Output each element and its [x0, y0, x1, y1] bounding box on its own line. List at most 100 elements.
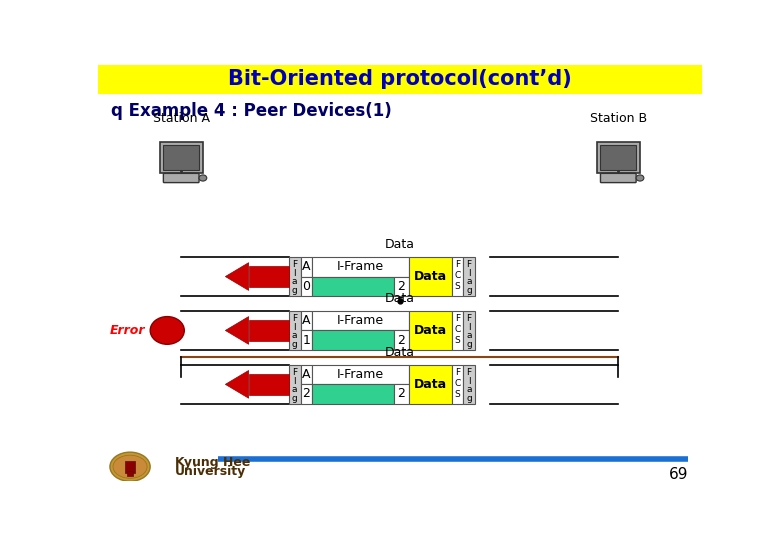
- Text: 69: 69: [668, 467, 688, 482]
- Text: g: g: [466, 340, 472, 349]
- Text: l: l: [468, 269, 470, 278]
- Text: a: a: [292, 278, 297, 286]
- Text: 0: 0: [303, 280, 310, 293]
- Bar: [249, 266, 289, 287]
- Bar: [312, 365, 409, 384]
- Text: University: University: [175, 465, 246, 478]
- Text: l: l: [293, 377, 296, 386]
- Bar: [597, 142, 640, 173]
- Bar: [127, 471, 133, 476]
- Text: l: l: [293, 323, 296, 332]
- Text: F: F: [292, 260, 297, 269]
- Text: Data: Data: [414, 324, 447, 337]
- Text: g: g: [292, 286, 298, 295]
- Bar: [312, 311, 409, 330]
- Text: C: C: [455, 325, 461, 334]
- Text: I-Frame: I-Frame: [337, 368, 385, 381]
- Text: Data: Data: [385, 238, 415, 251]
- Bar: [409, 311, 452, 350]
- Bar: [249, 374, 289, 395]
- Bar: [289, 311, 300, 350]
- Text: Bit-Oriented protocol(cont’d): Bit-Oriented protocol(cont’d): [228, 70, 572, 90]
- Text: Data: Data: [414, 270, 447, 283]
- Bar: [289, 365, 300, 403]
- Bar: [98, 65, 702, 94]
- Text: 1: 1: [303, 334, 310, 347]
- Text: F: F: [455, 314, 460, 323]
- Bar: [125, 461, 136, 473]
- Text: l: l: [293, 269, 296, 278]
- Text: A: A: [302, 260, 310, 273]
- Text: 2: 2: [397, 334, 406, 347]
- Text: Data: Data: [385, 346, 415, 359]
- Bar: [452, 311, 463, 350]
- Text: a: a: [466, 385, 472, 394]
- Bar: [159, 142, 203, 173]
- Text: F: F: [455, 260, 460, 269]
- Text: S: S: [455, 336, 460, 345]
- Text: S: S: [455, 282, 460, 291]
- Bar: [312, 276, 394, 296]
- Text: g: g: [466, 286, 472, 295]
- Bar: [300, 365, 312, 384]
- Bar: [312, 330, 394, 350]
- Text: F: F: [455, 368, 460, 377]
- Bar: [289, 257, 300, 296]
- Bar: [463, 257, 475, 296]
- Text: F: F: [292, 314, 297, 323]
- Ellipse shape: [151, 316, 184, 345]
- Text: a: a: [466, 331, 472, 340]
- Text: a: a: [466, 278, 472, 286]
- Text: Data: Data: [385, 292, 415, 305]
- Bar: [300, 276, 312, 296]
- Text: F: F: [466, 260, 472, 269]
- FancyBboxPatch shape: [601, 173, 636, 183]
- Text: Error: Error: [110, 324, 146, 337]
- Bar: [394, 384, 409, 403]
- Bar: [300, 257, 312, 276]
- Polygon shape: [225, 316, 249, 345]
- Text: g: g: [292, 394, 298, 403]
- Text: a: a: [292, 331, 297, 340]
- Text: Kyung Hee: Kyung Hee: [175, 456, 250, 469]
- Text: 2: 2: [397, 280, 406, 293]
- Bar: [463, 311, 475, 350]
- Text: A: A: [302, 314, 310, 327]
- Text: g: g: [292, 340, 298, 349]
- Bar: [163, 145, 199, 170]
- Ellipse shape: [110, 452, 151, 481]
- Text: S: S: [455, 390, 460, 399]
- Bar: [463, 365, 475, 403]
- Text: g: g: [466, 394, 472, 403]
- Text: Data: Data: [414, 378, 447, 391]
- Text: A: A: [302, 368, 310, 381]
- Bar: [300, 330, 312, 350]
- Text: I-Frame: I-Frame: [337, 314, 385, 327]
- Bar: [409, 257, 452, 296]
- Bar: [394, 276, 409, 296]
- Text: a: a: [292, 385, 297, 394]
- Polygon shape: [225, 262, 249, 291]
- Bar: [452, 365, 463, 403]
- Text: F: F: [292, 368, 297, 377]
- Text: C: C: [455, 271, 461, 280]
- Ellipse shape: [199, 175, 207, 181]
- Polygon shape: [225, 370, 249, 398]
- Bar: [601, 145, 636, 170]
- Bar: [312, 257, 409, 276]
- Bar: [300, 311, 312, 330]
- Text: I-Frame: I-Frame: [337, 260, 385, 273]
- Bar: [300, 384, 312, 403]
- Bar: [249, 320, 289, 341]
- Ellipse shape: [636, 175, 643, 181]
- Bar: [312, 384, 394, 403]
- Bar: [452, 257, 463, 296]
- Text: C: C: [455, 379, 461, 388]
- FancyBboxPatch shape: [163, 173, 199, 183]
- Text: l: l: [468, 323, 470, 332]
- Bar: [409, 365, 452, 403]
- Text: 2: 2: [397, 388, 406, 401]
- Ellipse shape: [113, 455, 147, 478]
- Text: F: F: [466, 368, 472, 377]
- Text: F: F: [466, 314, 472, 323]
